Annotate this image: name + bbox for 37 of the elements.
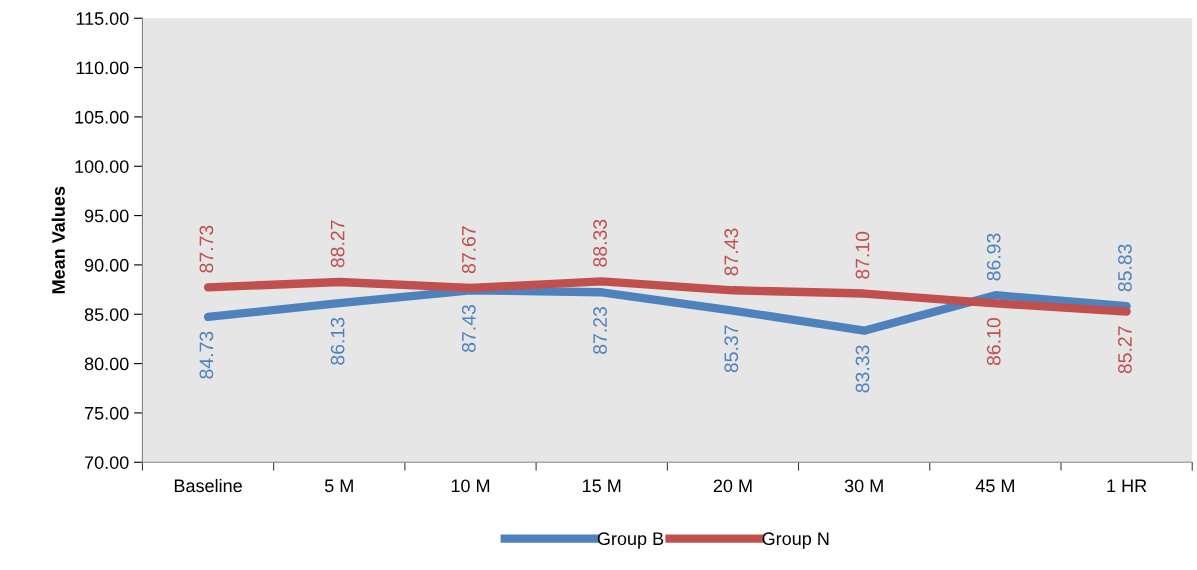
- y-axis-title: Mean Values: [51, 186, 65, 294]
- x-tick-label: 10 M: [451, 479, 490, 493]
- y-tick-label: 75.00: [85, 406, 129, 420]
- x-tick-label: 15 M: [583, 479, 621, 493]
- y-tick-label: 70.00: [85, 456, 129, 469]
- x-tick-label: 5 M: [324, 479, 353, 493]
- y-tick-label: 95.00: [84, 209, 129, 223]
- data-label: 85.27: [1118, 326, 1132, 374]
- y-tick-label: 105.00: [75, 110, 129, 124]
- data-label: 86.10: [986, 318, 1001, 366]
- legend-label: Group B: [597, 532, 664, 549]
- data-label: 87.43: [724, 228, 739, 276]
- data-label: 85.83: [1118, 244, 1132, 292]
- x-tick-label: 20 M: [713, 479, 752, 493]
- y-tick-label: 90.00: [84, 258, 129, 272]
- data-label: 86.13: [330, 317, 345, 365]
- legend-label: Group N: [762, 532, 829, 549]
- data-label: 87.43: [461, 305, 476, 352]
- y-tick-label: 85.00: [84, 308, 129, 321]
- x-tick-label: Baseline: [174, 478, 242, 493]
- x-tick-label: 1 HR: [1107, 479, 1147, 493]
- data-label: 87.67: [461, 226, 476, 274]
- data-label: 85.37: [724, 325, 739, 373]
- data-label: 87.10: [855, 231, 870, 279]
- y-tick-label: 110.00: [76, 61, 129, 75]
- data-label: 87.23: [593, 306, 607, 354]
- y-tick-label: 80.00: [84, 357, 129, 371]
- data-label: 86.93: [986, 233, 1001, 281]
- data-label: 84.73: [199, 331, 214, 379]
- y-tick-label: 100.00: [75, 160, 129, 173]
- data-label: 88.27: [330, 220, 345, 268]
- y-tick-label: 115.00: [76, 12, 129, 25]
- x-tick-label: 30 M: [844, 479, 883, 493]
- data-label: 83.33: [855, 345, 870, 393]
- x-tick-label: 45 M: [975, 479, 1014, 493]
- data-label: 88.33: [593, 219, 607, 267]
- data-label: 87.73: [199, 225, 214, 273]
